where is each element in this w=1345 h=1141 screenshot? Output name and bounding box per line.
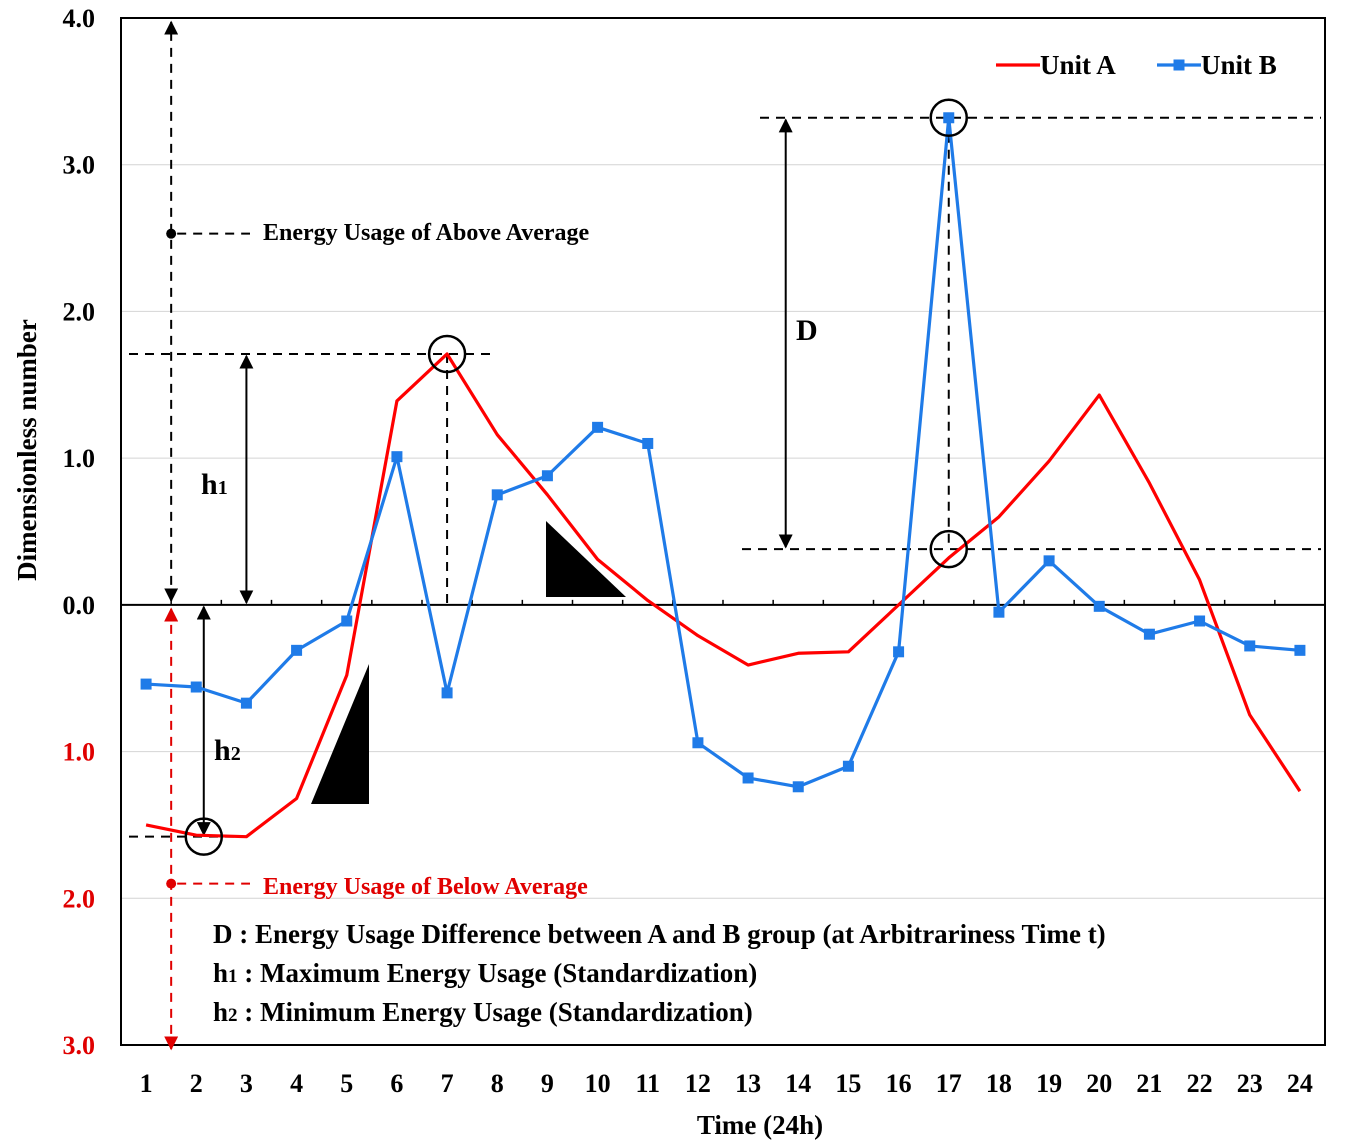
data-point bbox=[190, 681, 202, 693]
x-tick-label: 1 bbox=[140, 1069, 153, 1098]
definition-line: h2 : Minimum Energy Usage (Standardizati… bbox=[213, 997, 753, 1027]
above-average-label: Energy Usage of Above Average bbox=[263, 220, 590, 246]
x-tick-label: 2 bbox=[190, 1069, 203, 1098]
annotation-letters: h1 h2 D bbox=[201, 314, 818, 767]
h2-trough-circle bbox=[184, 817, 224, 856]
x-tick-label: 10 bbox=[585, 1069, 611, 1098]
x-axis-label: Time (24h) bbox=[697, 1110, 823, 1140]
x-tick-label: 4 bbox=[290, 1069, 303, 1098]
data-point bbox=[240, 697, 252, 709]
x-tick-label: 9 bbox=[541, 1069, 554, 1098]
data-point bbox=[441, 687, 453, 699]
data-point bbox=[140, 678, 152, 690]
x-tick-label: 11 bbox=[635, 1069, 660, 1098]
data-point bbox=[692, 737, 704, 749]
data-point bbox=[792, 781, 804, 793]
annotation-guides bbox=[129, 20, 1321, 1051]
x-tick-label: 16 bbox=[886, 1069, 912, 1098]
x-tick-label: 21 bbox=[1136, 1069, 1162, 1098]
y-tick-label: 1.0 bbox=[63, 444, 96, 473]
y-tick-label: 3.0 bbox=[63, 151, 96, 180]
x-tick-labels: 1 2 3 4 5 6 7 8 9 10 11 12 13 14 15 16 17 18 19 20 21 22 23 24 bbox=[140, 1069, 1313, 1098]
y-tick-label: 3.0 bbox=[63, 1031, 96, 1060]
legend: Unit A Unit B bbox=[996, 50, 1277, 80]
data-point bbox=[842, 760, 854, 772]
x-tick-label: 7 bbox=[441, 1069, 454, 1098]
legend-label: Unit B bbox=[1201, 50, 1277, 80]
D-top-circle bbox=[929, 98, 968, 138]
data-point bbox=[1043, 555, 1055, 567]
below-average-label: Energy Usage of Below Average bbox=[263, 874, 588, 900]
x-tick-label: 24 bbox=[1287, 1069, 1313, 1098]
plot-frame bbox=[120, 17, 1326, 1046]
data-point bbox=[1244, 640, 1256, 652]
data-point bbox=[943, 112, 955, 124]
data-point bbox=[491, 489, 503, 501]
x-tick-label: 20 bbox=[1086, 1069, 1112, 1098]
y-tick-label: 4.0 bbox=[63, 4, 96, 33]
y-tick-label: 1.0 bbox=[63, 738, 96, 767]
legend-label: Unit A bbox=[1040, 50, 1116, 80]
data-point bbox=[993, 606, 1005, 618]
data-point bbox=[291, 644, 303, 656]
rising-slope-triangle bbox=[311, 664, 369, 804]
y-tick-labels: 4.0 3.0 2.0 1.0 0.0 1.0 2.0 3.0 bbox=[63, 4, 96, 1060]
y-axis-label: Dimensionless number bbox=[12, 319, 42, 581]
y-tick-label: 2.0 bbox=[63, 297, 96, 326]
legend-marker bbox=[1173, 59, 1185, 71]
x-tick-label: 6 bbox=[390, 1069, 403, 1098]
x-tick-label: 17 bbox=[936, 1069, 962, 1098]
D-bottom-circle bbox=[929, 529, 968, 569]
data-point bbox=[1294, 644, 1306, 656]
data-point bbox=[742, 772, 754, 784]
above-average-dot bbox=[166, 228, 177, 239]
definition-line: D : Energy Usage Difference between A an… bbox=[213, 919, 1106, 949]
below-average-dot bbox=[166, 878, 177, 889]
data-point bbox=[391, 451, 403, 463]
x-tick-label: 5 bbox=[340, 1069, 353, 1098]
h1-peak-circle bbox=[427, 334, 467, 374]
data-point bbox=[341, 615, 353, 627]
data-point bbox=[893, 646, 905, 658]
x-tick-label: 23 bbox=[1237, 1069, 1263, 1098]
data-point bbox=[1093, 600, 1105, 612]
series-line-unit-b bbox=[145, 116, 1301, 789]
x-tick-label: 8 bbox=[491, 1069, 504, 1098]
h2-label: h2 bbox=[214, 734, 241, 767]
x-tick-label: 13 bbox=[735, 1069, 761, 1098]
x-tick-label: 12 bbox=[685, 1069, 711, 1098]
data-point bbox=[541, 470, 553, 482]
data-point bbox=[592, 421, 604, 433]
definitions: D : Energy Usage Difference between A an… bbox=[213, 919, 1106, 1027]
data-point bbox=[1143, 628, 1155, 640]
y-tick-label: 2.0 bbox=[63, 884, 96, 913]
D-label: D bbox=[796, 314, 818, 347]
data-point bbox=[1194, 615, 1206, 627]
series-layer bbox=[140, 112, 1306, 839]
falling-slope-triangle bbox=[546, 521, 626, 597]
data-point bbox=[642, 437, 654, 449]
x-tick-label: 14 bbox=[785, 1069, 811, 1098]
x-tick-label: 3 bbox=[240, 1069, 253, 1098]
y-tick-label: 0.0 bbox=[63, 591, 96, 620]
series-line-unit-a bbox=[145, 352, 1302, 839]
x-tick-label: 18 bbox=[986, 1069, 1012, 1098]
x-tick-label: 22 bbox=[1187, 1069, 1213, 1098]
plot-border bbox=[120, 17, 1326, 1046]
gridlines bbox=[121, 164, 1325, 899]
x-tick-label: 15 bbox=[835, 1069, 861, 1098]
x-tick-label: 19 bbox=[1036, 1069, 1062, 1098]
h1-label: h1 bbox=[201, 468, 228, 501]
annotation-markers bbox=[184, 98, 968, 856]
definition-line: h1 : Maximum Energy Usage (Standardizati… bbox=[213, 958, 757, 988]
